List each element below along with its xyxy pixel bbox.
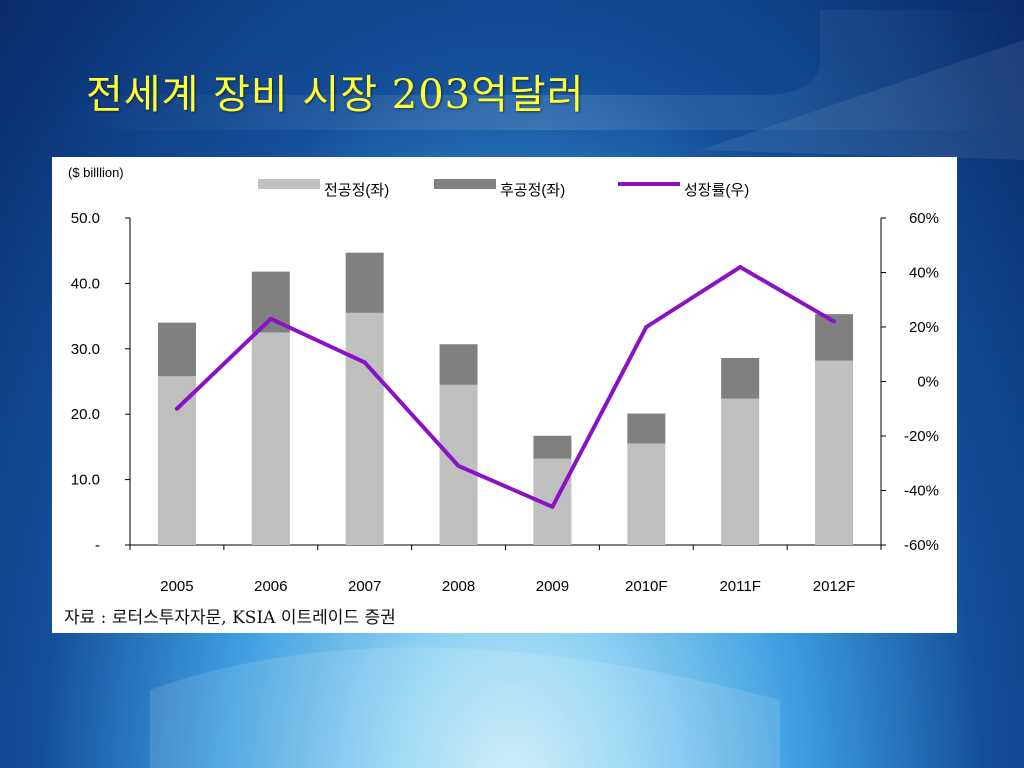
bar-front-end <box>721 398 760 545</box>
x-tick-label: 2005 <box>160 578 193 595</box>
left-tick-label: 30.0 <box>71 341 100 358</box>
growth-rate-point <box>456 463 461 468</box>
unit-label: ($ billlion) <box>68 165 124 180</box>
left-tick-label: - <box>95 537 100 554</box>
legend-swatch <box>434 179 496 189</box>
bar-back-end <box>721 357 760 399</box>
legend-label: 성장률(우) <box>684 182 749 199</box>
source-note: 자료 : 로터스투자자문, KSIA 이트레이드 증권 <box>64 608 396 628</box>
growth-rate-point <box>550 504 555 509</box>
bar-back-end <box>345 252 384 313</box>
right-tick-label: 0% <box>917 374 939 391</box>
bar-back-end <box>251 271 290 333</box>
x-tick-label: 2009 <box>536 578 569 595</box>
growth-rate-point <box>268 316 273 321</box>
growth-rate-line <box>175 265 836 509</box>
x-tick-label: 2006 <box>254 578 287 595</box>
left-tick-label: 10.0 <box>71 472 100 489</box>
right-tick-label: 20% <box>909 319 939 336</box>
right-tick-label: 40% <box>909 265 939 282</box>
x-tick-label: 2011F <box>719 578 760 595</box>
bar-back-end <box>439 344 478 385</box>
bar-front-end <box>815 360 854 545</box>
growth-rate-point <box>174 406 179 411</box>
x-tick-label: 2008 <box>442 578 475 595</box>
slide-title: 전세계 장비 시장 203억달러 <box>86 72 585 118</box>
bar-front-end <box>251 332 290 545</box>
growth-rate-point <box>738 265 743 270</box>
bar-front-end <box>627 443 666 545</box>
x-tick-label: 2007 <box>348 578 381 595</box>
bar-back-end <box>533 435 572 459</box>
bar-back-end <box>157 322 196 377</box>
right-tick-label: -40% <box>904 483 939 500</box>
right-tick-label: 60% <box>909 210 939 227</box>
legend-label: 전공정(좌) <box>324 182 389 199</box>
growth-rate-point <box>362 360 367 365</box>
chart-panel: ($ billlion) 전공정(좌) 후공정(좌) 성장률(우) - 10.0 20.0 3… <box>52 157 957 633</box>
bar-back-end <box>627 413 666 444</box>
bar-front-end <box>157 376 196 545</box>
growth-rate-point <box>644 325 649 329</box>
left-tick-label: 40.0 <box>71 275 100 292</box>
left-tick-label: 50.0 <box>71 210 100 227</box>
left-tick-label: 20.0 <box>71 406 100 423</box>
bar-front-end <box>345 312 384 545</box>
right-tick-label: -20% <box>904 428 939 445</box>
x-tick-label: 2010F <box>625 578 668 595</box>
combo-chart: ($ billlion) 전공정(좌) 후공정(좌) 성장률(우) - 10.0 20.0 3… <box>68 165 939 595</box>
growth-rate-point <box>832 319 837 324</box>
right-tick-label: -60% <box>904 537 939 554</box>
x-tick-label: 2012F <box>813 578 856 595</box>
legend-label: 후공정(좌) <box>500 182 565 199</box>
legend-swatch <box>258 179 320 189</box>
